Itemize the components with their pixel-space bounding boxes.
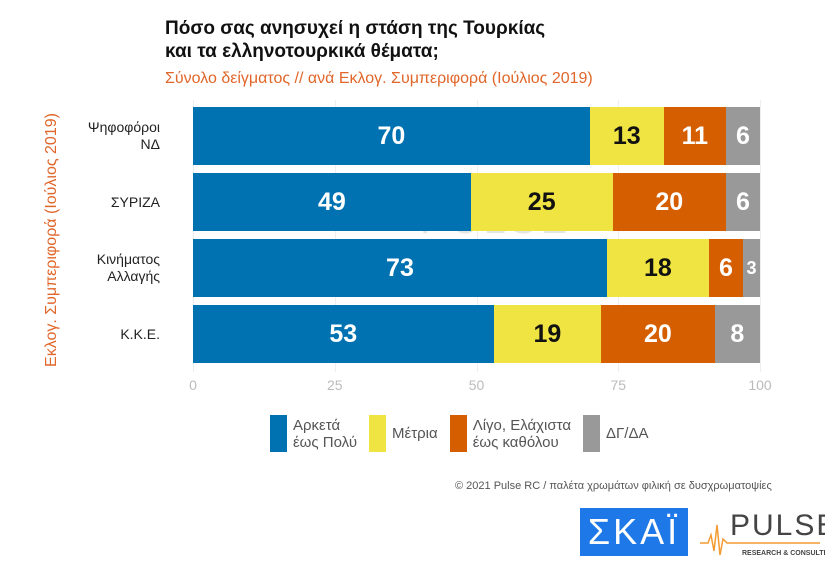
x-tick-label: 100 (748, 377, 772, 393)
svg-text:RESEARCH & CONSULTING: RESEARCH & CONSULTING (742, 550, 825, 557)
bar-segment: 53 (193, 305, 494, 363)
category-label: Κινήματος Αλλαγής (0, 251, 160, 285)
legend-label-line: Μέτρια (392, 425, 438, 442)
title-line-2: και τα ελληνοτουρκικά θέματα; (165, 41, 439, 62)
bar-segment: 73 (193, 239, 607, 297)
pulse-logo: PULSE RESEARCH & CONSULTING (700, 509, 825, 557)
category-label-line: Κινήματος (96, 251, 160, 267)
gridline (193, 100, 194, 372)
gridline (760, 100, 761, 372)
legend-label-line: Αρκετά (293, 416, 341, 434)
title-line-1: Πόσο σας ανησυχεί η στάση της Τουρκίας (165, 18, 546, 39)
bar-segment: 18 (606, 239, 709, 297)
legend: Αρκετά έως Πολύ Μέτρια Λίγο, Ελάχιστα έως κα… (270, 415, 655, 452)
legend-label-line: Λίγο, Ελάχιστα (472, 416, 572, 434)
footer-credit: © 2021 Pulse RC / παλέτα χρωμάτων φιλική… (455, 480, 772, 492)
bar-segment: 20 (601, 305, 715, 363)
bar-segment: 8 (714, 305, 760, 363)
bar-segment: 70 (193, 107, 590, 165)
category-label-line: Ψηφοφόροι (87, 119, 160, 135)
x-tick-label: 75 (610, 377, 627, 393)
bar-segment: 19 (493, 305, 602, 363)
legend-swatch (369, 415, 387, 452)
legend-swatch (449, 415, 467, 452)
legend-swatch (270, 415, 287, 452)
category-label-line: ΝΔ (140, 136, 160, 152)
x-tick-label: 25 (326, 377, 343, 393)
legend-label-line: έως Πολύ (293, 433, 358, 451)
legend-swatch (583, 415, 601, 452)
bar-segment: 49 (193, 173, 471, 231)
bar-segment: 3 (742, 239, 760, 297)
legend-label-line: έως καθόλου (472, 433, 559, 451)
category-label: Ψηφοφόροι ΝΔ (0, 119, 160, 153)
bar-segment: 13 (589, 107, 664, 165)
legend-label: Αρκετά έως Πολύ (293, 417, 357, 451)
category-label: Κ.Κ.Ε. (0, 326, 160, 343)
chart-title: Πόσο σας ανησυχεί η στάση της Τουρκίας κ… (165, 17, 545, 63)
svg-text:PULSE: PULSE (730, 509, 825, 542)
skai-logo: ΣΚΑΪ (580, 508, 688, 556)
legend-label-line: ΔΓ/ΔΑ (606, 425, 649, 442)
bar-segment: 6 (725, 107, 760, 165)
bar-segment: 20 (612, 173, 726, 231)
category-label: ΣΥΡΙΖΑ (0, 194, 160, 211)
x-tick-label: 50 (468, 377, 485, 393)
bar-segment: 6 (708, 239, 743, 297)
legend-label: Λίγο, Ελάχιστα έως καθόλου (473, 417, 571, 451)
category-label-line: Αλλαγής (107, 268, 160, 284)
gridline (476, 100, 478, 372)
chart-subtitle: Σύνολο δείγματος // ανά Εκλογ. Συμπεριφο… (165, 70, 593, 87)
bar-segment: 25 (470, 173, 613, 231)
legend-label: ΔΓ/ΔΑ (606, 425, 648, 442)
x-tick-label: 0 (189, 377, 197, 393)
bar-segment: 11 (663, 107, 726, 165)
bar-segment: 6 (725, 173, 760, 231)
category-label-line: Κ.Κ.Ε. (120, 325, 160, 342)
gridline (334, 100, 336, 372)
legend-label: Μέτρια (392, 425, 438, 442)
category-label-line: ΣΥΡΙΖΑ (110, 193, 160, 210)
gridline (618, 100, 620, 372)
